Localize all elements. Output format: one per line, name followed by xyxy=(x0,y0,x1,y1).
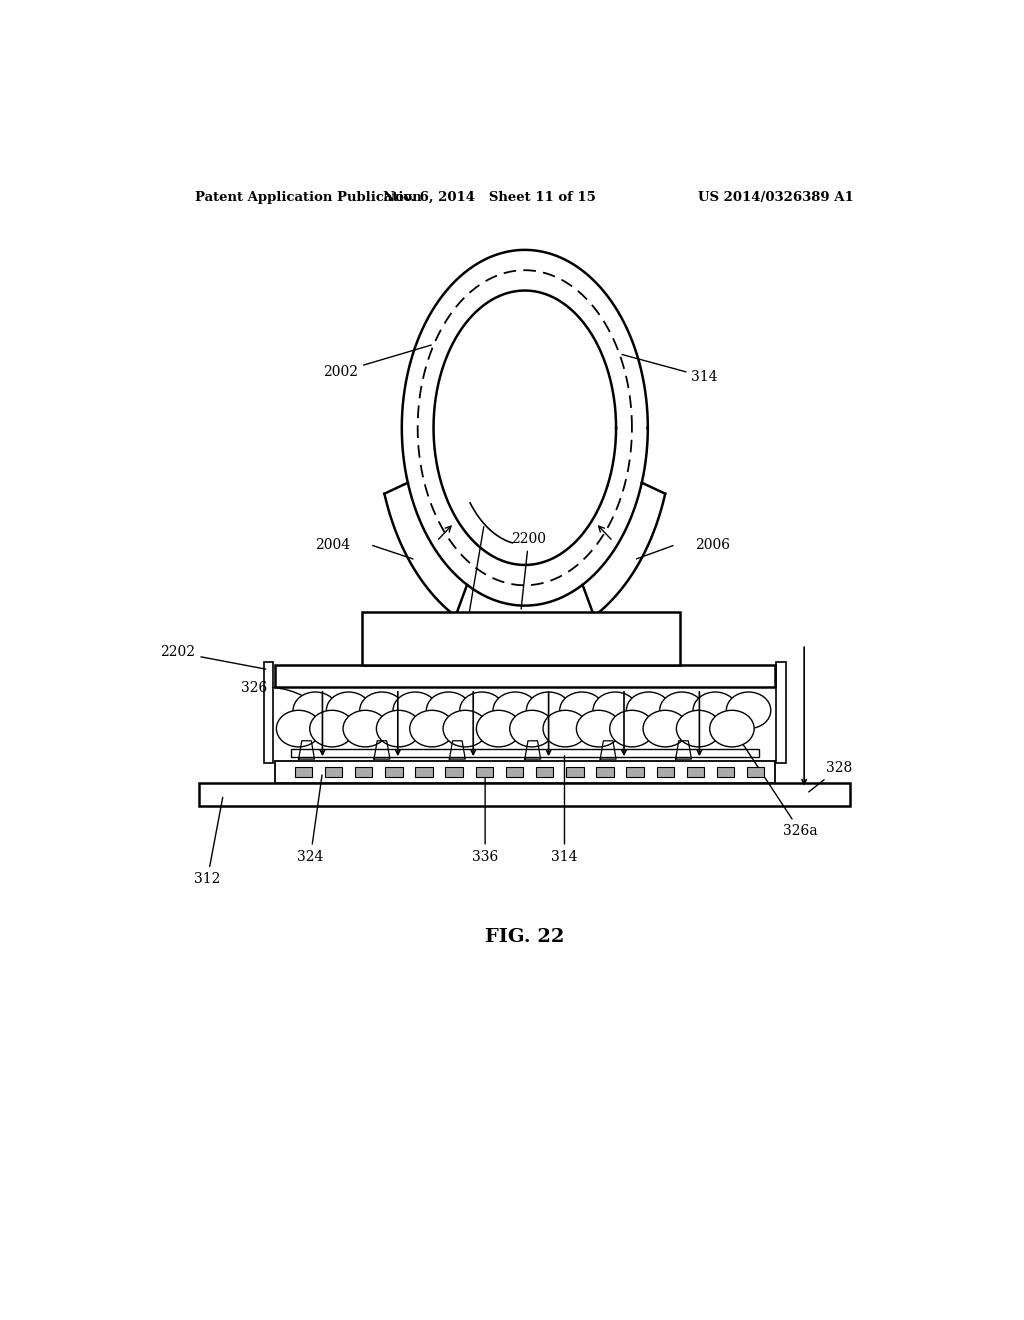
Ellipse shape xyxy=(426,692,471,729)
Ellipse shape xyxy=(577,710,621,747)
Bar xyxy=(717,767,734,777)
Bar xyxy=(325,767,342,777)
Bar xyxy=(627,767,644,777)
Text: FIG. 22: FIG. 22 xyxy=(485,928,564,946)
Bar xyxy=(362,611,680,664)
Ellipse shape xyxy=(309,710,354,747)
Bar xyxy=(536,767,553,777)
Text: 2004: 2004 xyxy=(315,537,350,552)
Text: 326a: 326a xyxy=(736,735,817,838)
Ellipse shape xyxy=(609,710,654,747)
Bar xyxy=(274,762,775,784)
Bar xyxy=(475,767,494,777)
Ellipse shape xyxy=(359,692,404,729)
Bar xyxy=(355,767,373,777)
Bar xyxy=(385,767,402,777)
Ellipse shape xyxy=(677,710,721,747)
Text: US 2014/0326389 A1: US 2014/0326389 A1 xyxy=(698,190,854,203)
Ellipse shape xyxy=(276,710,321,747)
Bar xyxy=(776,661,785,763)
Text: 328: 328 xyxy=(809,762,852,792)
Ellipse shape xyxy=(476,710,521,747)
Ellipse shape xyxy=(410,710,455,747)
Ellipse shape xyxy=(659,692,705,729)
Text: Nov. 6, 2014   Sheet 11 of 15: Nov. 6, 2014 Sheet 11 of 15 xyxy=(383,190,596,203)
Bar xyxy=(445,767,463,777)
Bar xyxy=(291,748,759,758)
Ellipse shape xyxy=(293,692,338,729)
Text: 2202: 2202 xyxy=(161,645,266,669)
Ellipse shape xyxy=(726,692,771,729)
Ellipse shape xyxy=(443,710,487,747)
Bar xyxy=(416,767,433,777)
Bar xyxy=(748,767,765,777)
Text: 2002: 2002 xyxy=(324,345,431,379)
Text: Patent Application Publication: Patent Application Publication xyxy=(196,190,422,203)
Ellipse shape xyxy=(393,692,437,729)
Bar xyxy=(566,767,584,777)
Ellipse shape xyxy=(627,692,671,729)
Ellipse shape xyxy=(593,692,638,729)
Ellipse shape xyxy=(643,710,687,747)
Text: 2006: 2006 xyxy=(695,537,730,552)
Ellipse shape xyxy=(377,710,421,747)
Ellipse shape xyxy=(710,710,754,747)
Text: 324: 324 xyxy=(297,775,324,863)
Bar xyxy=(596,767,613,777)
Bar xyxy=(687,767,705,777)
Bar xyxy=(295,767,312,777)
Ellipse shape xyxy=(693,692,737,729)
Text: 314: 314 xyxy=(551,756,578,863)
Bar xyxy=(506,767,523,777)
Ellipse shape xyxy=(510,710,554,747)
Ellipse shape xyxy=(493,692,538,729)
Text: 336: 336 xyxy=(472,775,499,863)
Ellipse shape xyxy=(560,692,604,729)
Ellipse shape xyxy=(526,692,570,729)
Text: 324: 324 xyxy=(440,667,467,681)
Bar xyxy=(200,784,850,805)
Text: 314: 314 xyxy=(622,355,718,384)
Ellipse shape xyxy=(343,710,387,747)
Bar xyxy=(264,661,273,763)
Text: 2200: 2200 xyxy=(511,532,546,609)
Bar xyxy=(274,664,775,686)
Text: FIG. 21: FIG. 21 xyxy=(485,697,564,715)
Ellipse shape xyxy=(327,692,371,729)
Text: 312: 312 xyxy=(195,797,222,886)
Bar xyxy=(656,767,674,777)
Ellipse shape xyxy=(460,692,504,729)
Text: 326: 326 xyxy=(241,681,330,719)
Ellipse shape xyxy=(543,710,588,747)
